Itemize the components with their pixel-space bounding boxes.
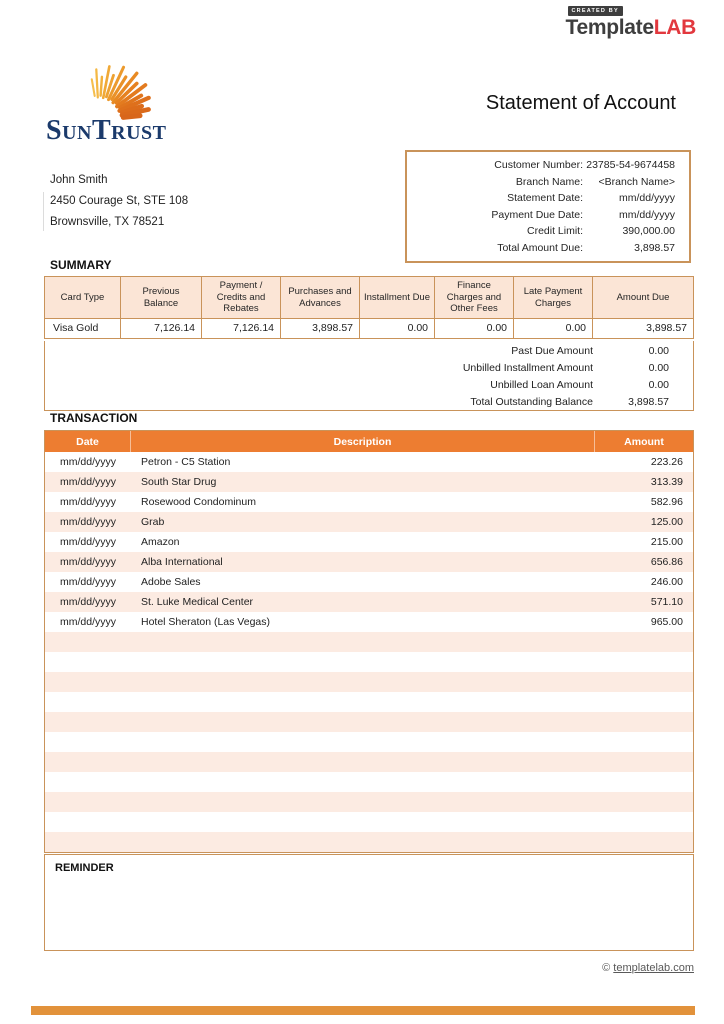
transaction-empty-row — [45, 752, 693, 772]
summary-total-row: Past Due Amount 0.00 — [45, 343, 693, 360]
total-amount-due-value: 3,898.57 — [634, 241, 675, 254]
sun-rays-icon — [90, 65, 151, 120]
summary-cell: 7,126.14 — [202, 319, 281, 338]
transaction-empty-row — [45, 812, 693, 832]
column-header-description: Description — [131, 431, 595, 452]
copyright-symbol: © — [602, 962, 611, 974]
transaction-empty-row — [45, 732, 693, 752]
summary-cell: 0.00 — [435, 319, 514, 338]
total-value: 0.00 — [648, 345, 669, 358]
account-info-box: Customer Number: 23785-54-9674458 Branch … — [405, 150, 691, 263]
info-label: Branch Name: — [515, 175, 583, 188]
column-header: Installment Due — [360, 277, 435, 319]
summary-cell: 7,126.14 — [121, 319, 202, 338]
column-header: Purchases and Advances — [281, 277, 360, 319]
card-type-cell: Visa Gold — [45, 319, 121, 338]
info-label: Total Amount Due: — [497, 241, 583, 254]
suntrust-wordmark: SunTrust — [46, 115, 167, 146]
total-value: 3,898.57 — [628, 395, 669, 408]
total-label: Unbilled Loan Amount — [490, 378, 593, 391]
transaction-empty-row — [45, 632, 693, 652]
summary-header-row: Card Type Previous Balance Payment / Cre… — [45, 277, 693, 319]
transaction-empty-row — [45, 772, 693, 792]
summary-cell: 3,898.57 — [646, 322, 687, 334]
created-by-badge: CREATED BY — [567, 6, 623, 16]
transaction-empty-row — [45, 712, 693, 732]
transaction-empty-row — [45, 652, 693, 672]
table-row: mm/dd/yyyy Alba International 656.86 — [45, 552, 693, 572]
summary-cell: 3,898.57 — [281, 319, 360, 338]
transaction-table: Date Description Amount mm/dd/yyyy Petron… — [44, 430, 694, 853]
transaction-header-row: Date Description Amount — [45, 431, 693, 452]
transaction-empty-row — [45, 672, 693, 692]
page-title: Statement of Account — [485, 92, 676, 114]
reminder-heading: REMINDER — [55, 862, 114, 874]
column-header: Previous Balance — [121, 277, 202, 319]
total-value: 0.00 — [648, 362, 669, 375]
payment-due-date-value: mm/dd/yyyy — [618, 208, 675, 221]
table-row: mm/dd/yyyy Amazon 215.00 — [59, 536, 683, 548]
column-header: Late Payment Charges — [514, 277, 593, 319]
customer-number-value: 23785-54-9674458 — [586, 159, 675, 171]
summary-cell: 0.00 — [514, 319, 593, 338]
info-row: Customer Number: 23785-54-9674458 — [407, 157, 689, 174]
info-label: Payment Due Date: — [491, 208, 583, 221]
table-row: mm/dd/yyyy St. Luke Medical Center 571.10 — [45, 592, 693, 612]
summary-total-row: Unbilled Loan Amount 0.00 — [45, 377, 693, 394]
total-label: Past Due Amount — [511, 345, 593, 358]
column-header: Finance Charges and Other Fees — [435, 277, 514, 319]
total-label: Total Outstanding Balance — [470, 395, 593, 408]
info-row: Credit Limit: 390,000.00 — [407, 223, 689, 240]
table-row: mm/dd/yyyy Petron - C5 Station 223.26 — [59, 456, 683, 468]
suntrust-logo: SunTrust — [46, 58, 216, 145]
reminder-box: REMINDER — [44, 854, 694, 951]
summary-total-row: Unbilled Installment Amount 0.00 — [45, 360, 693, 377]
column-header: Amount Due — [593, 277, 693, 319]
summary-cell: 0.00 — [360, 319, 435, 338]
table-row: mm/dd/yyyy Rosewood Condominum 582.96 — [59, 496, 683, 508]
table-row: mm/dd/yyyy Hotel Sheraton (Las Vegas) 965.… — [59, 616, 683, 628]
info-label: Customer Number: — [494, 159, 583, 171]
footer-copyright: © templatelab.com — [602, 962, 694, 974]
table-row: mm/dd/yyyy Grab 125.00 — [45, 512, 693, 532]
info-row: Payment Due Date: mm/dd/yyyy — [407, 207, 689, 224]
column-header: Card Type — [45, 277, 121, 319]
branch-name-value: <Branch Name> — [598, 175, 675, 188]
info-row: Total Amount Due: 3,898.57 — [407, 240, 689, 257]
info-label: Statement Date: — [507, 192, 583, 204]
recipient-name: John Smith — [50, 174, 108, 186]
info-row: Branch Name: <Branch Name> — [407, 174, 689, 191]
summary-data-row: Visa Gold 7,126.14 7,126.14 3,898.57 0.0… — [45, 319, 693, 338]
transaction-empty-row — [45, 832, 693, 852]
transaction-body: mm/dd/yyyy Petron - C5 Station 223.26 mm/d… — [45, 452, 693, 852]
summary-totals-box: Past Due Amount 0.00 Unbilled Installment… — [44, 341, 694, 411]
bottom-accent-bar — [31, 1006, 695, 1015]
summary-total-row: Total Outstanding Balance 3,898.57 — [45, 393, 693, 410]
table-row: mm/dd/yyyy South Star Drug 313.39 — [45, 472, 693, 492]
column-header: Payment / Credits and Rebates — [202, 277, 281, 319]
column-header-date: Date — [45, 431, 131, 452]
total-label: Unbilled Installment Amount — [462, 362, 593, 375]
credit-limit-value: 390,000.00 — [622, 225, 675, 237]
transaction-empty-row — [45, 792, 693, 812]
templatelab-wordmark: TemplateLAB — [565, 16, 697, 39]
info-label: Credit Limit: — [526, 225, 583, 237]
templatelab-link[interactable]: templatelab.com — [613, 962, 694, 974]
transaction-heading: TRANSACTION — [50, 411, 138, 425]
templatelab-logo[interactable]: CREATED BY TemplateLAB — [565, 6, 697, 39]
recipient-city: Brownsville, TX 78521 — [50, 216, 165, 228]
transaction-empty-row — [45, 692, 693, 712]
table-row: mm/dd/yyyy Adobe Sales 246.00 — [59, 576, 683, 588]
summary-heading: SUMMARY — [50, 258, 112, 272]
recipient-address: John Smith 2450 Courage St, STE 108 Brow… — [42, 170, 189, 233]
total-value: 0.00 — [648, 378, 669, 391]
info-row: Statement Date: mm/dd/yyyy — [407, 190, 689, 207]
summary-table: Card Type Previous Balance Payment / Cre… — [44, 276, 694, 339]
column-header-amount: Amount — [624, 435, 664, 448]
statement-date-value: mm/dd/yyyy — [618, 192, 675, 204]
recipient-street: 2450 Courage St, STE 108 — [50, 195, 189, 207]
